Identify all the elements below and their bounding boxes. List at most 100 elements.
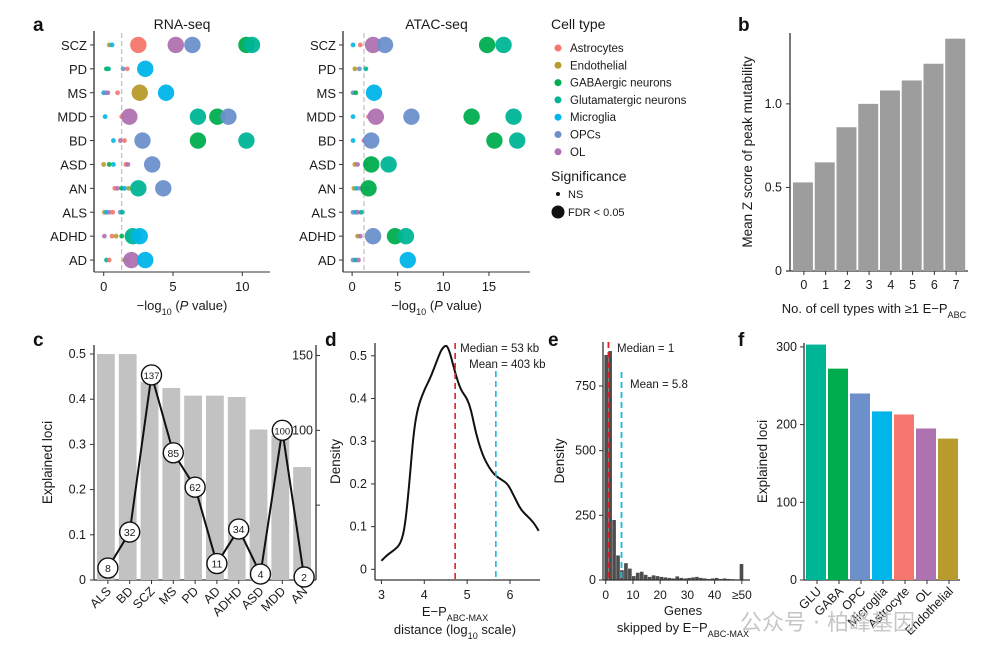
y-tick-label: 0 <box>775 264 782 278</box>
significant-point <box>131 227 148 245</box>
legend-ns-label: NS <box>568 189 583 201</box>
ns-point <box>124 66 130 72</box>
panel-label-b: b <box>738 15 750 36</box>
significant-point <box>189 108 207 125</box>
significant-point <box>155 180 172 197</box>
x-tick-label: 10 <box>436 279 450 294</box>
significant-point <box>167 36 184 54</box>
histogram-bar <box>679 577 684 580</box>
histogram-bar <box>687 577 691 580</box>
significant-point <box>134 132 151 149</box>
ns-point <box>105 90 111 96</box>
line-point <box>184 476 206 498</box>
ns-point <box>122 138 127 143</box>
x-tick-label: 5 <box>169 279 176 294</box>
histogram-bar <box>628 568 632 580</box>
y-tick-label: ASD <box>309 157 336 172</box>
y-tick-label: 500 <box>575 444 596 458</box>
y-tick-label: ASD <box>60 157 87 172</box>
legend-item-label: Glutamatergic neurons <box>570 95 687 107</box>
x-tick-label: 4 <box>887 278 894 292</box>
ns-point <box>363 66 369 72</box>
histogram-bar <box>710 578 715 580</box>
y-tick-label: MDD <box>306 110 336 125</box>
panel-label-d: d <box>325 330 337 351</box>
y-tick-label: 300 <box>776 340 797 354</box>
y-tick-label: 0 <box>589 573 596 587</box>
y-tick-label: PD <box>69 62 87 77</box>
bar <box>249 429 268 580</box>
panel-e: 0 250 500 750 0 10 20 30 40 ≥50 Density Median = 1 M… <box>552 342 752 639</box>
panel-label-c: c <box>33 330 44 351</box>
significant-point <box>363 156 380 173</box>
y-tick-label: 0.4 <box>69 392 86 406</box>
x-tick-label: 7 <box>953 278 960 292</box>
x-tick-label: 15 <box>482 279 496 294</box>
x-tick-label: 0 <box>349 279 356 294</box>
x-tick-label: MDD <box>258 584 288 614</box>
legend: Cell type Astrocytes Endothelial GABAergic… <box>551 16 687 219</box>
legend-fdr-label: FDR < 0.05 <box>568 207 625 219</box>
x-tick-label: 1 <box>822 278 829 292</box>
legend-item-label: Astrocytes <box>570 43 624 55</box>
y2-tick-label: 100 <box>292 423 313 437</box>
x-tick-label: AN <box>288 584 310 606</box>
panel-label-a: a <box>33 15 44 36</box>
data-label: 85 <box>167 448 179 460</box>
line-point <box>271 419 293 442</box>
y-axis-label: Density <box>328 439 343 484</box>
y-tick-label: 0.3 <box>69 437 86 451</box>
significant-point <box>364 36 382 54</box>
text-span: ( <box>172 298 181 313</box>
panel-b: 0 1 2 3 4 5 6 7 0 0.5 1.0 Mean Z score of peak muta… <box>740 33 968 320</box>
mean-annotation: Mean = 5.8 <box>630 379 688 391</box>
x-tick-label: 5 <box>394 279 401 294</box>
significant-point <box>495 36 512 54</box>
ns-point <box>354 185 360 191</box>
significant-point <box>360 180 377 197</box>
y-tick-label: AD <box>69 253 87 268</box>
y-tick-label: SCZ <box>310 38 336 53</box>
ns-point <box>113 233 119 239</box>
significant-point <box>397 227 415 245</box>
median-annotation: Median = 53 kb <box>460 343 539 355</box>
mean-annotation: Mean = 403 kb <box>469 359 545 371</box>
x-axis-label-line1: Genes <box>664 603 703 618</box>
significant-point <box>220 108 237 125</box>
histogram-bar <box>608 351 612 580</box>
bar <box>828 368 848 580</box>
x-tick-label: 30 <box>681 588 695 602</box>
legend-item-label: Endothelial <box>570 60 627 72</box>
histogram-bar <box>655 576 660 580</box>
line-point <box>293 566 315 588</box>
legend-swatch-icon <box>554 113 562 121</box>
x-tick-label: 3 <box>378 588 385 602</box>
y-tick-label: 0.1 <box>350 520 367 534</box>
bar <box>162 387 181 580</box>
legend-ns-dot-icon <box>556 192 560 196</box>
significant-point <box>367 108 385 125</box>
significant-point <box>243 36 261 54</box>
legend-cell-type-title: Cell type <box>551 16 606 32</box>
subscript: ABC <box>948 310 967 320</box>
bar <box>206 395 224 580</box>
data-label: 62 <box>189 482 201 494</box>
bar <box>814 162 835 271</box>
significant-point <box>123 251 140 269</box>
ns-point <box>350 114 356 120</box>
y-tick-label: 0.5 <box>69 347 86 361</box>
bar <box>938 438 958 580</box>
ns-point <box>352 66 358 72</box>
bar <box>793 182 813 271</box>
subscript: 10 <box>162 307 172 317</box>
significant-point <box>363 132 380 149</box>
histogram-bar <box>635 572 640 580</box>
ns-point <box>350 138 356 143</box>
x-tick-label: SCZ <box>130 584 158 612</box>
bar <box>836 127 857 271</box>
x-tick-label: 2 <box>844 278 851 292</box>
ns-point <box>119 233 125 239</box>
